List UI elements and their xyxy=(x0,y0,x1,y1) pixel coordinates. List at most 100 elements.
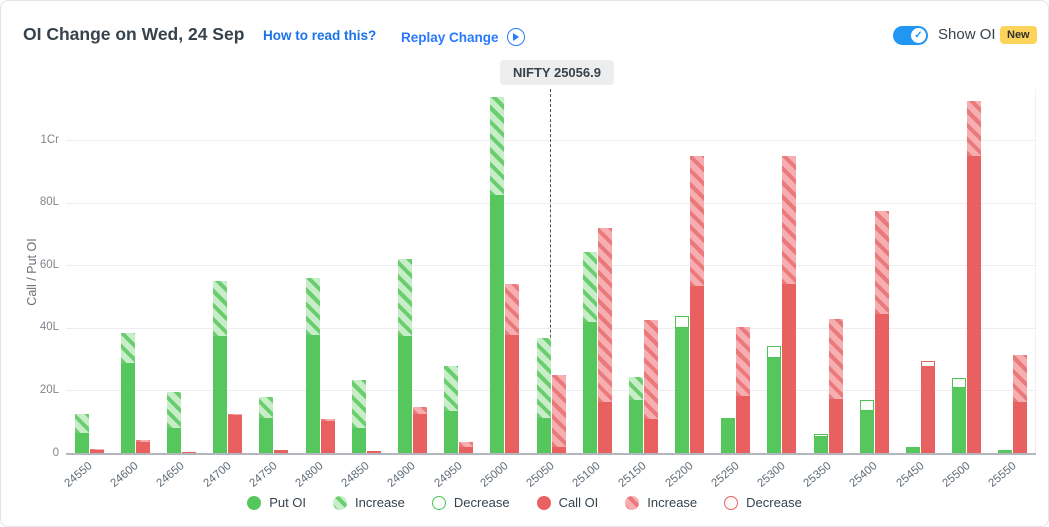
call-bar-24700[interactable] xyxy=(228,413,243,454)
call-bar-25250[interactable] xyxy=(736,326,751,454)
red-increase-segment xyxy=(89,449,104,451)
call-bar-24550[interactable] xyxy=(89,449,104,454)
call-bar-25300[interactable] xyxy=(782,156,797,454)
green-increase-segment xyxy=(397,259,412,337)
red-decrease-segment xyxy=(921,361,936,368)
gridline-60L xyxy=(66,265,1036,267)
put-bar-25500[interactable] xyxy=(952,378,967,454)
y-tick-label: 40L xyxy=(39,321,59,334)
green-decrease-segment xyxy=(675,315,690,329)
call-bar-24850[interactable] xyxy=(366,450,381,454)
replay-change-link[interactable]: Replay Change xyxy=(401,28,525,46)
play-triangle xyxy=(513,33,520,41)
gridline-20L xyxy=(66,390,1036,392)
green-solid-segment xyxy=(259,417,274,454)
red-solid-segment xyxy=(320,420,335,454)
legend-label: Increase xyxy=(355,495,405,510)
put-bar-24700[interactable] xyxy=(213,281,228,454)
green-decrease-segment xyxy=(813,433,828,438)
red-solid-segment xyxy=(366,450,381,454)
put-bar-25250[interactable] xyxy=(721,417,736,454)
call-bar-24650[interactable] xyxy=(181,451,196,454)
red-solid-segment xyxy=(1013,401,1028,454)
call-bar-25450[interactable] xyxy=(921,361,936,454)
green-solid-segment xyxy=(490,195,505,454)
put-bar-24600[interactable] xyxy=(120,332,135,454)
green-solid-segment xyxy=(305,334,320,454)
play-icon[interactable] xyxy=(506,28,525,46)
red-solid-segment xyxy=(736,395,751,454)
legend-label: Decrease xyxy=(746,495,802,510)
put-bar-25200[interactable] xyxy=(675,315,690,454)
call-bar-25350[interactable] xyxy=(828,318,843,454)
green-increase-segment xyxy=(351,379,366,429)
call-bar-25050[interactable] xyxy=(551,375,566,454)
call-bar-24800[interactable] xyxy=(320,419,335,454)
red-increase-segment xyxy=(967,101,982,157)
call-bar-24950[interactable] xyxy=(459,441,474,454)
put-bar-24850[interactable] xyxy=(351,379,366,454)
put-bar-24950[interactable] xyxy=(444,365,459,454)
red-solid-segment xyxy=(690,286,705,454)
call-bar-24600[interactable] xyxy=(135,440,150,454)
put-bar-25550[interactable] xyxy=(998,450,1013,454)
red-increase-segment xyxy=(551,375,566,448)
replay-change-label: Replay Change xyxy=(401,29,499,45)
put-bar-25000[interactable] xyxy=(490,96,505,454)
red-increase-segment xyxy=(736,326,751,396)
gridline-1Cr xyxy=(66,140,1036,141)
legend-item-green-increase[interactable]: Increase xyxy=(333,495,405,510)
y-tick-label: 80L xyxy=(39,196,59,209)
red-solid-segment xyxy=(874,314,889,454)
call-bar-24900[interactable] xyxy=(412,407,427,454)
put-bar-25050[interactable] xyxy=(536,337,551,454)
call-bar-24750[interactable] xyxy=(274,449,289,454)
put-bar-24800[interactable] xyxy=(305,278,320,454)
red-solid-segment xyxy=(181,451,196,454)
red-solid-segment xyxy=(89,450,104,454)
put-bar-24550[interactable] xyxy=(74,414,89,454)
red-increase-segment xyxy=(874,210,889,315)
new-badge: New xyxy=(1000,26,1037,44)
call-bar-25100[interactable] xyxy=(597,228,612,454)
green-solid-segment xyxy=(120,362,135,454)
red-increase-segment xyxy=(412,407,427,415)
red-increase-segment xyxy=(690,156,705,287)
green-solid-segment xyxy=(536,417,551,454)
call-bar-25150[interactable] xyxy=(643,320,658,454)
red-solid-segment xyxy=(459,447,474,454)
legend-item-green-put-oi[interactable]: Put OI xyxy=(247,495,306,510)
show-oi-toggle[interactable]: ✓ xyxy=(893,26,928,45)
green-solid-segment xyxy=(351,428,366,454)
red-increase-segment xyxy=(459,441,474,448)
solid-red-swatch-icon xyxy=(536,495,551,510)
call-bar-25000[interactable] xyxy=(505,284,520,454)
green-decrease-segment xyxy=(767,345,782,359)
plot-right-border xyxy=(1035,89,1036,453)
green-increase-segment xyxy=(582,251,597,323)
how-to-read-link[interactable]: How to read this? xyxy=(263,28,377,43)
put-bar-24900[interactable] xyxy=(397,259,412,454)
call-bar-25550[interactable] xyxy=(1013,354,1028,454)
red-solid-segment xyxy=(921,367,936,454)
put-bar-25150[interactable] xyxy=(628,376,643,454)
put-bar-25400[interactable] xyxy=(859,400,874,454)
put-bar-24650[interactable] xyxy=(166,392,181,454)
legend-item-red-decrease[interactable]: Decrease xyxy=(724,495,802,510)
toggle-check-icon: ✓ xyxy=(911,28,926,43)
legend-item-green-decrease[interactable]: Decrease xyxy=(431,495,510,510)
put-bar-25100[interactable] xyxy=(582,251,597,454)
call-bar-25200[interactable] xyxy=(690,156,705,454)
red-increase-segment xyxy=(320,419,335,421)
legend-item-red-call-oi[interactable]: Call OI xyxy=(536,495,598,510)
call-bar-25500[interactable] xyxy=(967,101,982,454)
put-bar-24750[interactable] xyxy=(259,397,274,454)
legend-item-red-increase[interactable]: Increase xyxy=(625,495,697,510)
put-bar-25350[interactable] xyxy=(813,433,828,454)
call-bar-25400[interactable] xyxy=(874,210,889,454)
green-solid-segment xyxy=(813,437,828,454)
put-bar-25450[interactable] xyxy=(906,447,921,454)
put-bar-25300[interactable] xyxy=(767,345,782,454)
green-increase-segment xyxy=(74,414,89,434)
